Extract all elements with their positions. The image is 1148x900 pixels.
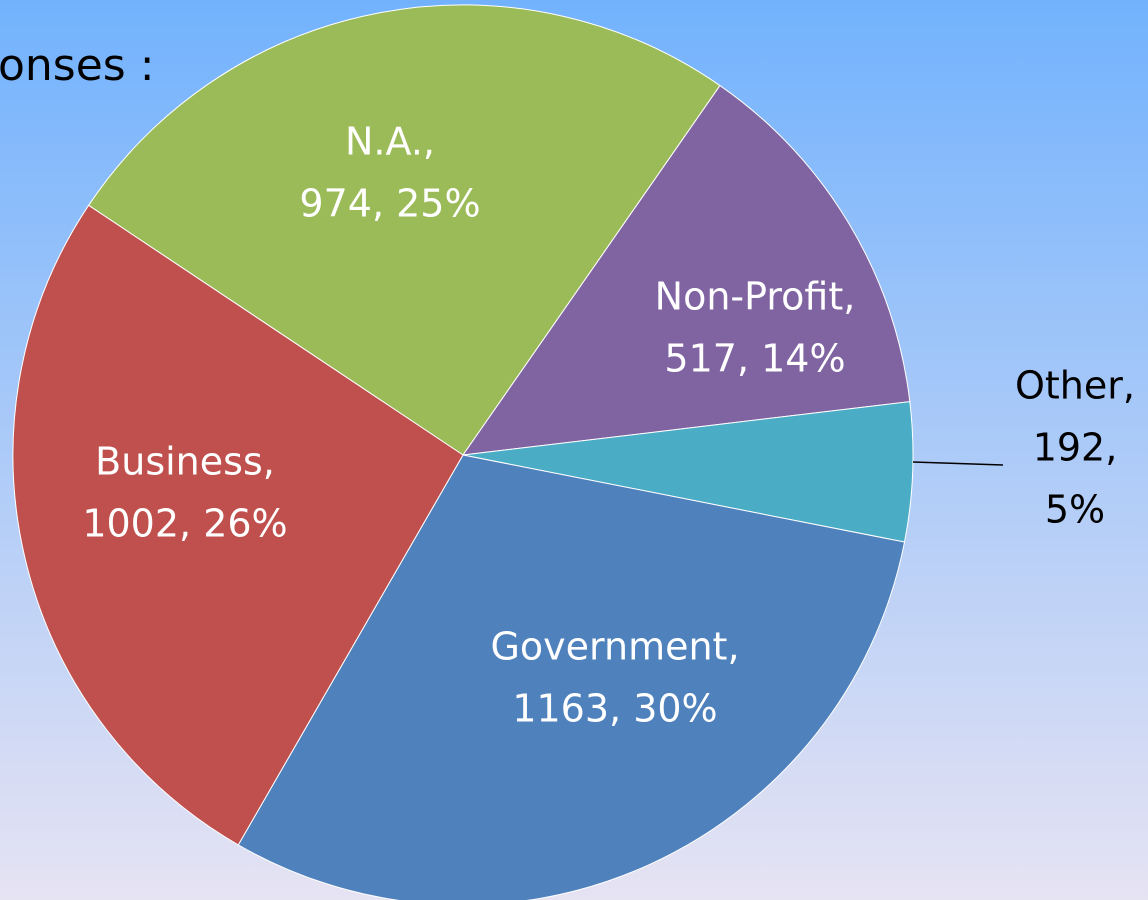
pie-slice bbox=[237, 454, 906, 900]
data-label: 517, 14% bbox=[664, 337, 845, 381]
data-label: 192, bbox=[1033, 426, 1118, 470]
pie-slice bbox=[461, 84, 911, 456]
data-label: 974, 25% bbox=[299, 182, 480, 226]
leader-line bbox=[912, 461, 1004, 466]
category-label: Government, bbox=[490, 625, 739, 669]
category-label: Non-Profit, bbox=[655, 275, 856, 319]
category-label: Other, bbox=[1015, 364, 1135, 408]
data-label: 1163, 30% bbox=[512, 687, 717, 731]
pie-slice bbox=[12, 204, 464, 846]
data-label: 1002, 26% bbox=[82, 502, 287, 546]
data-label: 5% bbox=[1045, 488, 1105, 532]
category-label: N.A., bbox=[345, 120, 435, 164]
chart-title: onses : bbox=[0, 40, 155, 91]
pie-slice bbox=[87, 4, 721, 456]
category-label: Business, bbox=[95, 440, 275, 484]
